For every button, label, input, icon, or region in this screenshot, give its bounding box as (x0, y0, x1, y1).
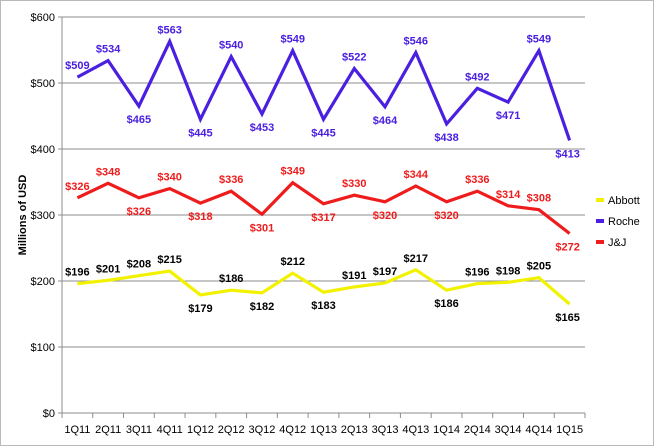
x-tick-label: 4Q11 (157, 424, 183, 436)
data-label: $336 (219, 174, 243, 186)
data-label: $438 (434, 132, 458, 144)
data-label: $534 (96, 44, 121, 56)
data-label: $196 (465, 267, 489, 279)
data-label: $197 (373, 266, 397, 278)
y-tick-label: $600 (31, 12, 55, 24)
series-line-abbott (77, 267, 571, 306)
data-label: $344 (404, 169, 429, 181)
y-tick-label: $200 (31, 276, 55, 288)
data-label: $445 (188, 127, 212, 139)
legend-label: Roche (608, 216, 640, 228)
data-label: $317 (311, 212, 335, 224)
data-label: $522 (342, 51, 366, 63)
data-label: $196 (65, 267, 89, 279)
data-label: $326 (65, 181, 89, 193)
data-label: $301 (250, 222, 274, 234)
data-label: $205 (527, 261, 551, 273)
data-label: $186 (219, 273, 243, 285)
data-label: $330 (342, 178, 366, 190)
data-label: $549 (527, 34, 551, 46)
data-label: $465 (127, 114, 151, 126)
x-tick-label: 2Q11 (95, 424, 121, 436)
data-label: $272 (555, 241, 579, 253)
data-label: $348 (96, 166, 120, 178)
data-label: $186 (434, 298, 458, 310)
data-label: $540 (219, 40, 243, 52)
x-tick-label: 4Q13 (402, 424, 429, 436)
data-label: $326 (127, 206, 151, 218)
legend-label: Abbott (608, 195, 640, 207)
data-label: $413 (555, 148, 579, 160)
data-label: $546 (404, 36, 428, 48)
data-label: $445 (311, 127, 335, 139)
data-label: $320 (373, 210, 397, 222)
series-line-jj (76, 180, 571, 235)
data-label: $198 (496, 265, 520, 277)
data-label: $549 (280, 34, 304, 46)
data-label: $471 (496, 110, 520, 122)
data-label: $212 (280, 256, 304, 268)
data-label: $340 (157, 172, 181, 184)
legend-label: J&J (608, 237, 626, 249)
x-tick-label: 1Q11 (64, 424, 90, 436)
y-tick-label: $0 (43, 408, 55, 420)
x-tick-label: 2Q12 (218, 424, 245, 436)
y-tick-label: $500 (31, 78, 55, 90)
data-label: $217 (404, 253, 428, 265)
data-label: $492 (465, 71, 489, 83)
y-tick-label: $100 (31, 342, 55, 354)
x-tick-label: 1Q14 (433, 424, 460, 436)
data-label: $453 (250, 122, 274, 134)
data-label: $563 (157, 24, 181, 36)
data-label: $318 (188, 211, 212, 223)
x-tick-label: 4Q12 (279, 424, 306, 436)
x-tick-label: 2Q14 (464, 424, 491, 436)
series-line-roche (76, 37, 572, 141)
data-label: $349 (280, 166, 304, 178)
x-tick-label: 3Q11 (126, 424, 152, 436)
x-tick-label: 3Q14 (495, 424, 522, 436)
y-tick-label: $300 (31, 210, 55, 222)
data-label: $165 (555, 312, 579, 324)
x-tick-label: 2Q13 (341, 424, 368, 436)
x-tick-label: 3Q12 (249, 424, 276, 436)
x-tick-label: 1Q13 (310, 424, 337, 436)
data-label: $183 (311, 300, 335, 312)
x-tick-label: 1Q15 (556, 424, 583, 436)
data-label: $509 (65, 60, 89, 72)
x-tick-label: 3Q13 (372, 424, 399, 436)
data-label: $314 (496, 189, 521, 201)
y-axis-title: Millions of USD (17, 175, 29, 256)
x-tick-label: 1Q12 (187, 424, 214, 436)
data-label: $182 (250, 301, 274, 313)
data-label: $208 (127, 259, 151, 271)
x-tick-label: 4Q14 (525, 424, 552, 436)
data-label: $336 (465, 174, 489, 186)
data-label: $320 (434, 210, 458, 222)
y-tick-label: $400 (31, 144, 55, 156)
data-label: $191 (342, 270, 366, 282)
data-label: $201 (96, 263, 120, 275)
data-label: $215 (157, 254, 181, 266)
data-label: $308 (527, 193, 551, 205)
data-label: $179 (188, 303, 212, 315)
data-label: $464 (373, 115, 398, 127)
